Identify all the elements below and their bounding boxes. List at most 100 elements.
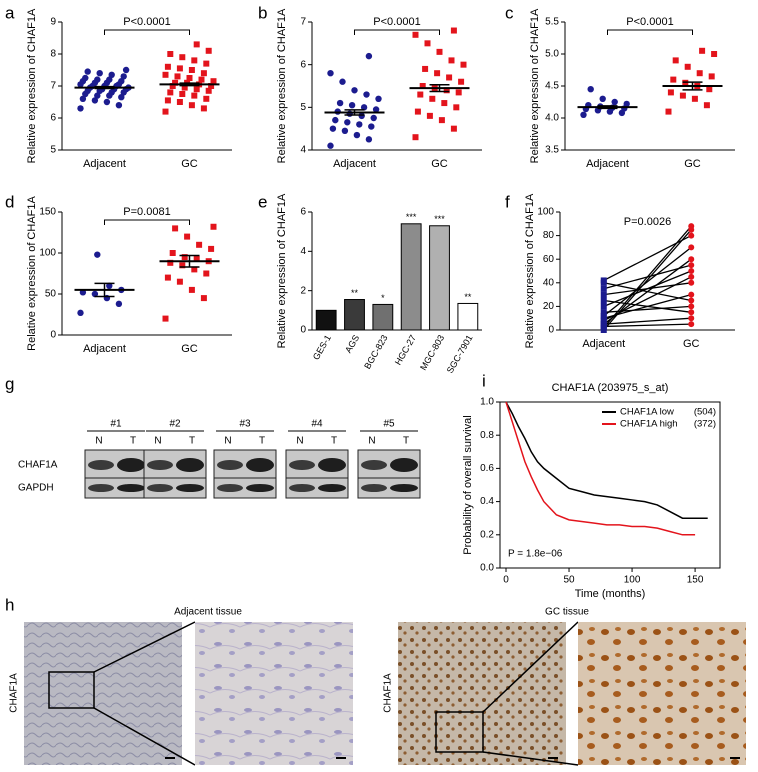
data-point xyxy=(205,87,212,94)
data-point xyxy=(186,75,193,81)
lane-label: T xyxy=(331,436,337,447)
data-point xyxy=(191,266,198,273)
data-point xyxy=(688,315,695,322)
data-point xyxy=(196,241,203,248)
plot-frame xyxy=(499,401,721,569)
y-tick-label: 4 xyxy=(300,246,306,257)
panel-letter: d xyxy=(5,192,14,211)
x-tick-label: GC xyxy=(181,158,198,170)
blot-strip xyxy=(143,477,207,499)
data-point xyxy=(688,309,695,316)
data-point xyxy=(706,86,713,93)
y-tick-label: 9 xyxy=(50,17,56,28)
data-point xyxy=(358,112,365,120)
blot-band xyxy=(390,458,418,472)
lane-label: T xyxy=(130,436,136,447)
significance-bracket xyxy=(104,29,190,35)
data-point xyxy=(360,104,368,111)
data-point xyxy=(181,84,188,91)
y-tick-label: 4.5 xyxy=(545,81,559,92)
blot-band xyxy=(289,484,315,492)
data-point xyxy=(172,79,179,86)
x-tick-label: GC xyxy=(684,158,701,170)
data-point xyxy=(441,100,448,107)
data-point xyxy=(84,68,91,75)
panel-letter: i xyxy=(482,371,486,390)
data-point xyxy=(332,116,339,124)
chart-title: CHAF1A (203975_s_at) xyxy=(552,382,669,394)
data-point xyxy=(688,256,695,263)
y-tick-label: 1.0 xyxy=(480,397,494,408)
data-point xyxy=(179,54,186,61)
data-point xyxy=(198,76,205,83)
panel-letter: g xyxy=(5,374,14,393)
data-point xyxy=(188,67,195,73)
blot-strip xyxy=(213,477,277,499)
blot-band xyxy=(117,484,145,492)
panel-letter: f xyxy=(505,192,510,211)
data-point xyxy=(455,89,462,96)
x-tick-label: GC xyxy=(683,338,700,350)
p-value: P<0.0001 xyxy=(373,16,420,28)
y-tick-label: 0 xyxy=(50,330,56,341)
blot-band xyxy=(289,460,315,470)
pair-line xyxy=(603,317,692,325)
data-point xyxy=(375,95,382,103)
significance-bracket xyxy=(354,29,440,35)
p-value: P<0.0001 xyxy=(123,16,170,28)
blot-band xyxy=(88,484,114,492)
y-tick-label: 0.6 xyxy=(480,463,494,474)
blot-band xyxy=(88,460,114,470)
panel-letter: c xyxy=(505,3,514,22)
data-point xyxy=(691,95,698,102)
data-point xyxy=(191,92,198,99)
data-point xyxy=(167,259,174,266)
x-tick-label: GES-1 xyxy=(311,333,333,361)
legend-count: (504) xyxy=(694,407,716,418)
y-tick-label: 5.0 xyxy=(545,49,559,60)
data-point xyxy=(208,83,215,89)
significance-label: ** xyxy=(351,288,359,298)
p-value: P=0.0026 xyxy=(624,216,671,228)
data-point xyxy=(162,315,169,322)
data-point xyxy=(458,78,465,85)
y-axis-label: Relative expression of CHAF1A xyxy=(529,8,541,163)
p-value: P<0.0001 xyxy=(626,16,673,28)
data-point xyxy=(193,41,200,48)
data-point xyxy=(600,303,607,310)
lane-label: N xyxy=(368,436,375,447)
pair-line xyxy=(603,235,692,282)
sample-label: #2 xyxy=(169,419,181,430)
y-tick-label: 50 xyxy=(45,289,57,300)
blot-band xyxy=(176,484,204,492)
data-point xyxy=(688,291,695,298)
y-tick-label: 6 xyxy=(50,113,56,124)
legend-label: CHAF1A low xyxy=(620,407,674,418)
data-point xyxy=(191,57,198,64)
data-point xyxy=(91,290,99,298)
zoom-line xyxy=(482,621,579,713)
row-label: CHAF1A xyxy=(18,460,58,471)
y-tick-label: 0 xyxy=(548,325,554,336)
x-tick-label: 0 xyxy=(503,575,509,586)
data-point xyxy=(162,108,169,115)
x-tick-label: Adjacent xyxy=(586,158,629,170)
y-tick-label: 7 xyxy=(300,17,306,28)
data-point xyxy=(708,73,715,80)
data-point xyxy=(412,31,419,38)
y-tick-label: 6 xyxy=(300,207,306,218)
data-point xyxy=(103,98,111,106)
data-point xyxy=(164,274,171,281)
x-tick-label: SGC-7901 xyxy=(445,333,475,375)
data-point xyxy=(327,70,334,77)
data-point xyxy=(164,97,171,104)
blot-band xyxy=(246,458,274,472)
data-point xyxy=(79,95,87,103)
data-point xyxy=(688,244,695,251)
data-point xyxy=(438,117,445,124)
data-point xyxy=(208,245,215,252)
data-point xyxy=(94,251,101,258)
data-point xyxy=(429,95,436,102)
data-point xyxy=(203,60,210,67)
data-point xyxy=(600,312,607,319)
